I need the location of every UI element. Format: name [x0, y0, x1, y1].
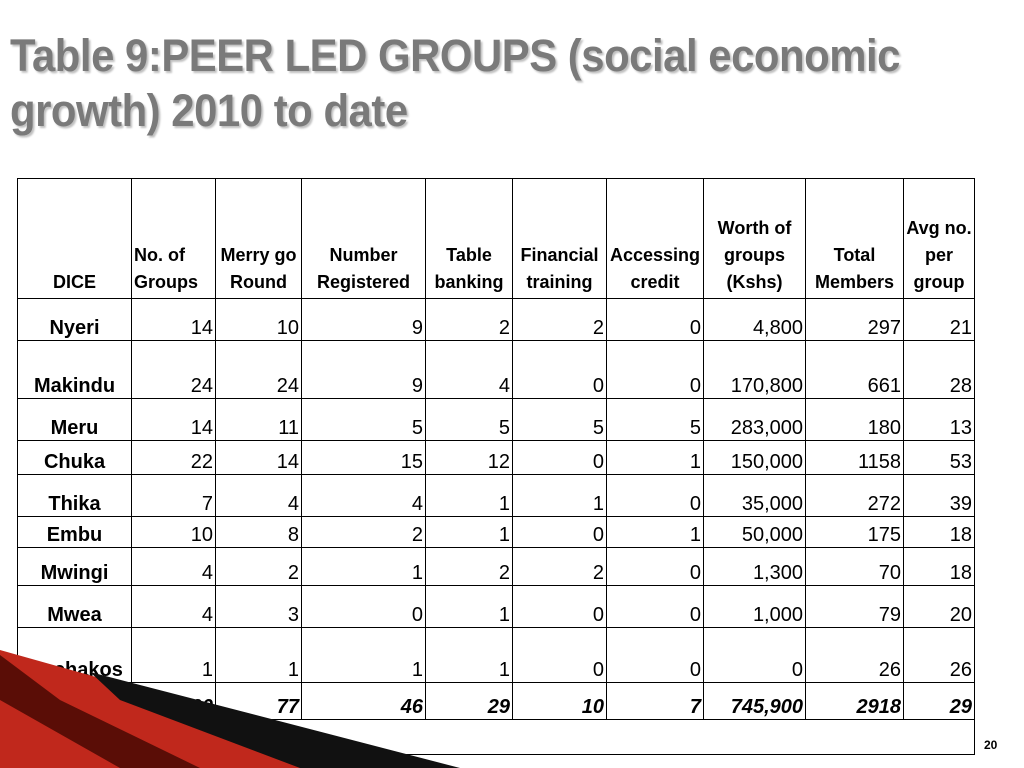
table-cell: 26	[805, 627, 904, 683]
table-cell: 0	[606, 547, 704, 586]
table-cell: 24	[215, 340, 302, 399]
header-table-banking: Table banking	[425, 178, 513, 299]
table-cell: 1	[425, 585, 513, 628]
header-avg-per-group: Avg no. per group	[903, 178, 975, 299]
table-cell: 4,800	[703, 298, 806, 341]
table-row: Machakos 1 1 1 1 0 0 0 26 26	[17, 627, 975, 683]
dice-name-cell: Nyeri	[17, 298, 132, 341]
totals-cell: 46	[301, 682, 426, 720]
header-financial-training: Financial training	[512, 178, 607, 299]
table-cell: 2	[425, 547, 513, 586]
dice-name-cell: Mwea	[17, 585, 132, 628]
table-cell: 14	[131, 298, 216, 341]
table-cell: 22	[131, 440, 216, 475]
table-cell: 1,300	[703, 547, 806, 586]
header-number-registered: Number Registered	[301, 178, 426, 299]
header-merry-go-round: Merry go Round	[215, 178, 302, 299]
table-cell: 2	[512, 298, 607, 341]
table-cell: 297	[805, 298, 904, 341]
table-cell: 2	[512, 547, 607, 586]
table-cell: 1,000	[703, 585, 806, 628]
table-cell: 13	[903, 398, 975, 441]
table-cell: 4	[301, 474, 426, 517]
table-cell: 150,000	[703, 440, 806, 475]
table-cell: 1	[301, 627, 426, 683]
table-cell: 28	[903, 340, 975, 399]
table-row: Makindu 24 24 9 4 0 0 170,800 661 28	[17, 340, 975, 399]
dice-name-cell: Meru	[17, 398, 132, 441]
table-row: Mwea 4 3 0 1 0 0 1,000 79 20	[17, 585, 975, 628]
table-cell: 8	[215, 516, 302, 548]
totals-cell: 29	[425, 682, 513, 720]
table-cell: 18	[903, 516, 975, 548]
table-cell: 2	[301, 516, 426, 548]
dice-name-cell: Makindu	[17, 340, 132, 399]
table-cell: 5	[606, 398, 704, 441]
table-cell: 0	[703, 627, 806, 683]
table-cell: 272	[805, 474, 904, 517]
table-cell: 1	[512, 474, 607, 517]
table-cell: 4	[131, 585, 216, 628]
table-cell: 79	[805, 585, 904, 628]
dark-swoosh-shape	[0, 655, 200, 768]
table-row: Embu 10 8 2 1 0 1 50,000 175 18	[17, 516, 975, 548]
table-cell: 1	[425, 627, 513, 683]
table-cell: 661	[805, 340, 904, 399]
table-cell: 14	[131, 398, 216, 441]
dice-name-cell: Thika	[17, 474, 132, 517]
table-cell: 0	[512, 516, 607, 548]
table-cell: 0	[512, 585, 607, 628]
table-cell: 10	[131, 516, 216, 548]
table-cell: 2	[425, 298, 513, 341]
table-row: Mwingi 4 2 1 2 2 0 1,300 70 18	[17, 547, 975, 586]
table-cell: 35,000	[703, 474, 806, 517]
table-cell: 0	[606, 627, 704, 683]
peer-groups-table: DICE No. of Groups Merry go Round Number…	[17, 178, 975, 755]
table-cell: 53	[903, 440, 975, 475]
table-cell: 0	[512, 340, 607, 399]
table-cell: 1158	[805, 440, 904, 475]
table-cell: 0	[606, 340, 704, 399]
table-cell: 1	[425, 474, 513, 517]
table-cell: 10	[215, 298, 302, 341]
table-cell: 180	[805, 398, 904, 441]
table-cell: 9	[301, 340, 426, 399]
table-row: Chuka 22 14 15 12 0 1 150,000 1158 53	[17, 440, 975, 475]
table-cell: 1	[215, 627, 302, 683]
dice-name-cell: Chuka	[17, 440, 132, 475]
table-cell: 170,800	[703, 340, 806, 399]
totals-cell: 29	[903, 682, 975, 720]
table-row: Meru 14 11 5 5 5 5 283,000 180 13	[17, 398, 975, 441]
table-cell: 5	[301, 398, 426, 441]
table-cell: 20	[903, 585, 975, 628]
table-cell: 0	[512, 440, 607, 475]
header-dice: DICE	[17, 178, 132, 299]
table-cell: 1	[606, 440, 704, 475]
header-accessing-credit: Accessing credit	[606, 178, 704, 299]
table-cell: 283,000	[703, 398, 806, 441]
table-cell: 175	[805, 516, 904, 548]
totals-cell: 745,900	[703, 682, 806, 720]
table-cell: 18	[903, 547, 975, 586]
header-total-members: Total Members	[805, 178, 904, 299]
table-cell: 50,000	[703, 516, 806, 548]
dice-name-cell: Mwingi	[17, 547, 132, 586]
totals-cell: 10	[512, 682, 607, 720]
table-cell: 11	[215, 398, 302, 441]
table-cell: 26	[903, 627, 975, 683]
header-worth-of-groups: Worth of groups (Kshs)	[703, 178, 806, 299]
table-header-row: DICE No. of Groups Merry go Round Number…	[17, 178, 975, 299]
page-number: 20	[984, 738, 998, 752]
slide-title: Table 9:PEER LED GROUPS (social economic…	[10, 30, 900, 136]
black-swoosh-shape	[90, 672, 460, 768]
